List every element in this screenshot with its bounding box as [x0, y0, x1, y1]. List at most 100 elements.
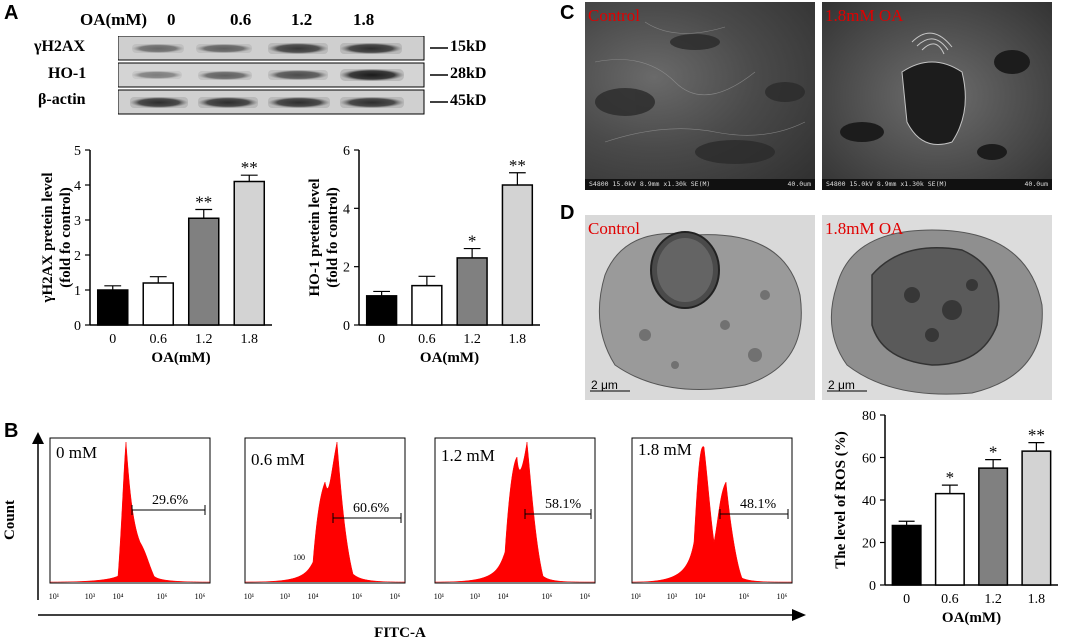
- y-tick-label: 0: [74, 319, 81, 334]
- x-tick-label: 10¹: [49, 592, 60, 601]
- ros-bar-chart: 0 20 40 60 80 0 * 0.6 * 1.2 ** 1.8 OA(mM) The level o…: [833, 409, 1058, 626]
- y-axis-label: γH2AX pretein level: [40, 172, 56, 303]
- tem-oa-label: 1.8mM OA: [825, 219, 904, 238]
- blot-row-label-actin: β-actin: [38, 91, 86, 108]
- gate-percent: 58.1%: [545, 497, 582, 512]
- bar-0: [96, 289, 129, 326]
- sem-image-oa: 1.8mM OA S4800 15.0kV 8.9mm x1.30k SE(M)…: [822, 2, 1052, 190]
- significance-mark: **: [241, 158, 258, 177]
- count-axis-arrow: [32, 432, 44, 444]
- x-tick-label: 10⁶: [390, 592, 401, 601]
- y-tick-label: 60: [862, 452, 876, 467]
- x-tick-label: 10³: [667, 592, 678, 601]
- y-axis-label-unit: (fold fo control): [325, 187, 341, 288]
- x-tick-label: 10³: [470, 592, 481, 601]
- blot-lane-3: 1.8: [353, 10, 375, 29]
- x-tick-label: 1.2: [984, 592, 1002, 607]
- blot-strip-gh2ax: [118, 36, 425, 61]
- y-tick-label: 80: [862, 409, 876, 424]
- concentration-label: 0.6 mM: [251, 450, 305, 469]
- x-tick-label: 10⁶: [542, 592, 553, 601]
- y-tick-label: 5: [74, 144, 81, 159]
- concentration-label: 1.8 mM: [638, 440, 692, 459]
- blot-size-15kd: 15kD: [450, 38, 487, 55]
- y-tick-label: 2: [343, 261, 350, 276]
- x-tick-label: 10⁴: [308, 592, 319, 601]
- blot-lane-1: 0.6: [230, 10, 252, 29]
- x-tick-label: 10⁶: [195, 592, 206, 601]
- flow-histogram-2: 58.1% 1.2 mM 10¹ 10³ 10⁴ 10⁶ 10⁶: [434, 437, 596, 601]
- tem-control-label: Control: [588, 219, 640, 238]
- x-tick-label: 10⁴: [113, 592, 124, 601]
- x-tick-label: 1.8: [241, 332, 259, 347]
- panel-letter-b: B: [4, 420, 19, 442]
- y-tick-label: 0: [343, 319, 350, 334]
- x-tick-label: 1.2: [195, 332, 213, 347]
- fitc-axis-arrow: [792, 609, 806, 621]
- y-tick-label: 1: [74, 284, 81, 299]
- bar-1.8: [1021, 450, 1052, 586]
- x-tick-label: 10⁶: [580, 592, 591, 601]
- y-tick-label: 4: [343, 202, 350, 217]
- y-axis-label: The level of ROS (%): [833, 431, 849, 568]
- gate-percent: 29.6%: [152, 493, 189, 508]
- x-tick-label: 1.8: [509, 332, 527, 347]
- x-tick-label: 1.8: [1028, 592, 1046, 607]
- x-tick-label: 10⁴: [695, 592, 706, 601]
- significance-mark: *: [989, 443, 998, 462]
- flow-histogram-0: 29.6% 0 mM 10¹ 10³ 10⁴ 10⁶ 10⁶: [49, 437, 211, 601]
- significance-mark: **: [195, 193, 212, 212]
- flow-histogram-1: 60.6% 0.6 mM 100 10¹ 10³ 10⁴ 10⁶ 10⁶: [244, 437, 406, 601]
- significance-mark: *: [946, 468, 955, 487]
- blot-row-label-ho1: HO-1: [48, 65, 87, 82]
- x-tick-label: 1.2: [463, 332, 481, 347]
- tem-scale-left: 2 μm: [591, 378, 618, 392]
- blot-strip-ho1: [118, 62, 425, 88]
- gh2ax-bar-chart: 0 1 2 3 4 5 0 0.6 ** 1.2 ** 1.8 OA(mM) γH2AX pretein …: [40, 144, 272, 366]
- significance-mark: **: [509, 156, 526, 175]
- sem-info-bar-right: S4800 15.0kV 8.9mm x1.30k SE(M) 40.0um: [822, 179, 1052, 190]
- x-tick-label: 10¹: [244, 592, 255, 601]
- sem-image-control: Control S4800 15.0kV 8.9mm x1.30k SE(M) 4…: [585, 2, 815, 190]
- histogram-fill: [631, 446, 793, 583]
- bar-0: [365, 295, 398, 326]
- sem-oa-label: 1.8mM OA: [825, 6, 904, 25]
- x-tick-label: 10⁶: [352, 592, 363, 601]
- x-tick-label: 10¹: [434, 592, 445, 601]
- x-tick-label: 10¹: [631, 592, 642, 601]
- x-tick-label: 0.6: [418, 332, 436, 347]
- y-tick-label: 2: [74, 249, 81, 264]
- flow-histogram-3: 48.1% 1.8 mM 10¹ 10³ 10⁴ 10⁶ 10⁶: [631, 437, 793, 601]
- x-tick-label: 0.6: [941, 592, 959, 607]
- y-axis-label-unit: (fold fo control): [58, 187, 74, 288]
- histogram-fill: [49, 441, 211, 583]
- tem-scale-right: 2 μm: [828, 378, 855, 392]
- bar-0.6: [411, 284, 443, 326]
- bar-1.2: [456, 257, 488, 326]
- bar-1.8: [233, 180, 266, 326]
- y-tick-label: 4: [74, 179, 81, 194]
- x-axis-label: OA(mM): [420, 350, 479, 366]
- bar-1.2: [187, 217, 220, 326]
- gate-percent: 60.6%: [353, 501, 390, 516]
- sem-info-bar-left: S4800 15.0kV 8.9mm x1.30k SE(M) 40.0um: [585, 179, 815, 190]
- y-tick-label: 3: [74, 214, 81, 229]
- blot-row-label-gh2ax: γH2AX: [34, 38, 86, 55]
- significance-mark: *: [468, 232, 477, 251]
- panel-letter-a: A: [4, 2, 19, 24]
- fitc-axis-label: FITC-A: [374, 625, 426, 640]
- bar-1.8: [501, 184, 534, 326]
- tem-image-control: Control 2 μm: [585, 215, 815, 400]
- histogram-fill: [434, 441, 596, 583]
- y-tick-label: 0: [869, 579, 876, 594]
- blot-size-28kd: 28kD: [450, 65, 487, 82]
- x-tick-label: 0: [378, 332, 385, 347]
- sem-control-label: Control: [588, 6, 640, 25]
- x-axis-label: OA(mM): [151, 350, 210, 366]
- x-tick-label: 10⁶: [777, 592, 788, 601]
- blot-size-45kd: 45kD: [450, 92, 487, 109]
- tem-image-oa: 1.8mM OA 2 μm: [822, 215, 1052, 400]
- blot-lane-0: 0: [167, 10, 176, 29]
- gate-percent: 48.1%: [740, 497, 777, 512]
